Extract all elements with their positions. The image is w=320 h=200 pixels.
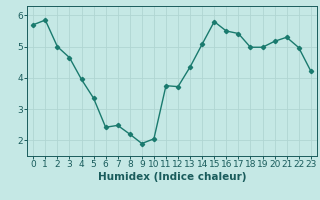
X-axis label: Humidex (Indice chaleur): Humidex (Indice chaleur): [98, 172, 246, 182]
